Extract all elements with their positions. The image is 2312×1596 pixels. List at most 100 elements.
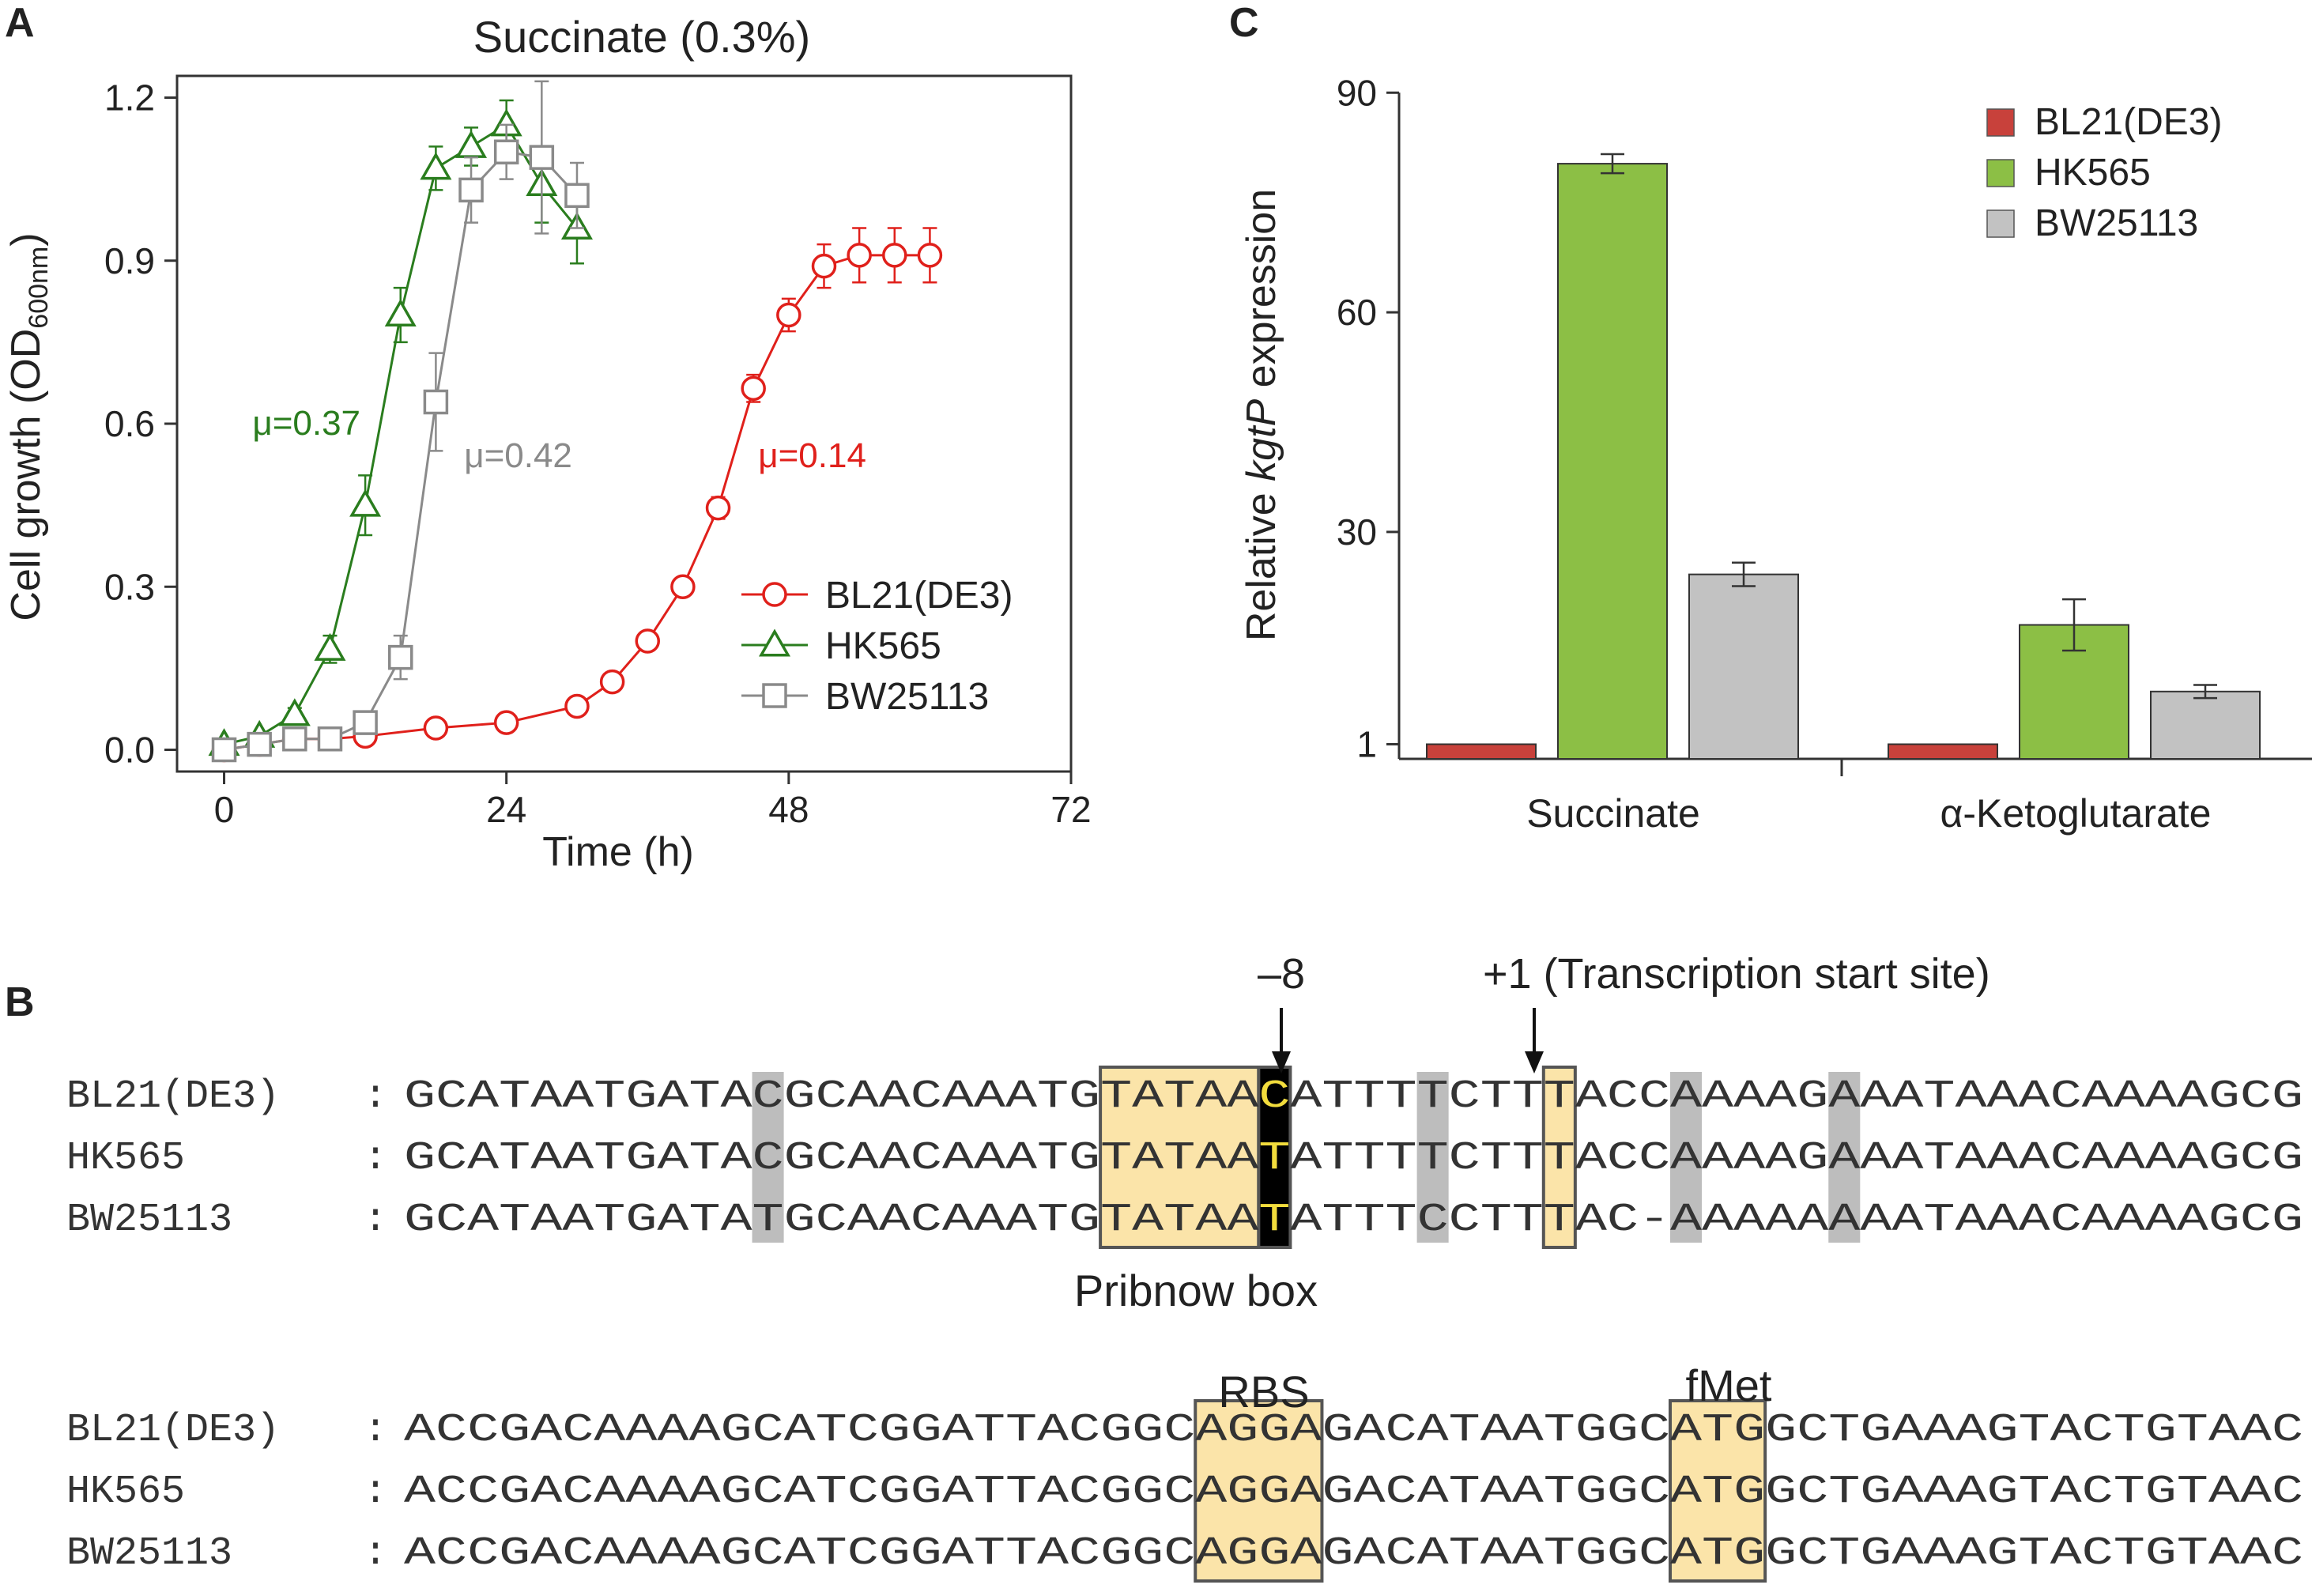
series-bl21-de3--point xyxy=(776,302,801,328)
panel-letter-c: C xyxy=(1229,0,1259,46)
chart-a-x-tick-label: 48 xyxy=(768,789,809,830)
bar-bw25113 xyxy=(1688,573,1799,760)
alignment-promoter-hk565-separator: : xyxy=(364,1136,387,1181)
growth-curve-chart: Succinate (0.3%) 0 24 48 720.00.30.60.91.2 … xyxy=(3,12,1092,875)
series-hk565-point xyxy=(384,298,417,326)
minus8-position-highlight xyxy=(1257,1066,1292,1249)
chart-a-y-tick-label: 0.0 xyxy=(104,730,155,771)
alignment-promoter-bw25113-minus8-base: T xyxy=(1258,1198,1290,1243)
series-bl21-de3--point xyxy=(599,669,625,695)
alignment-promoter-bl21-de3--separator: : xyxy=(364,1074,387,1119)
series-bw25113-point xyxy=(458,177,484,203)
variant-highlight xyxy=(1670,1072,1703,1243)
series-bw25113-point xyxy=(423,389,449,415)
series-hk565-point xyxy=(420,152,452,180)
chart-a-y-tick-label: 0.3 xyxy=(104,566,155,607)
alignment-promoter-hk565-minus8-base: T xyxy=(1258,1136,1290,1181)
legend-c-hk565-label: HK565 xyxy=(2035,152,2151,194)
alignment-promoter-bl21-de3--strain-label: BL21(DE3) xyxy=(66,1074,280,1119)
chart-a-xlabel: Time (h) xyxy=(542,829,694,875)
tss-label: +1 (Transcription start site) xyxy=(1483,950,1990,998)
chart-a-growth-rate-label: μ=0.14 xyxy=(758,436,866,475)
rbs-highlight xyxy=(1194,1399,1324,1583)
chart-a-growth-rate-label: μ=0.42 xyxy=(464,436,572,475)
series-hk565-point xyxy=(349,489,382,517)
minus8-arrowhead xyxy=(1272,1051,1291,1073)
alignment-promoter-bw25113-sequence: GCATAATGATATGCAACAAATGTATAATATTTCCTTTAC-… xyxy=(404,1198,2303,1243)
minus8-label: –8 xyxy=(1258,950,1305,998)
legend-c-bl21-de3--swatch xyxy=(1986,108,2015,137)
series-bl21-de3--line xyxy=(224,254,930,751)
chart-a-y-tick-label: 0.6 xyxy=(104,403,155,444)
legend-c-bl21-de3--label: BL21(DE3) xyxy=(2035,101,2222,143)
chart-a-y-tick-label: 0.9 xyxy=(104,240,155,281)
series-bl21-de3--point xyxy=(423,715,449,741)
alignment-promoter-bl21-de3--minus8-base: C xyxy=(1258,1074,1290,1119)
variant-highlight xyxy=(1416,1072,1449,1243)
chart-a-y-tick-label: 1.2 xyxy=(104,77,155,119)
series-bw25113-point xyxy=(211,737,237,763)
series-bl21-de3--point xyxy=(564,693,590,719)
expression-bar-chart: 1 30 60 90 Succinate α-Ketoglutarate BL21(DE3… xyxy=(1239,72,2312,836)
bar-bw25113 xyxy=(2150,690,2261,760)
alignment-rbs-bw25113-strain-label: BW25113 xyxy=(66,1531,232,1576)
chart-a-growth-rate-label: μ=0.37 xyxy=(252,404,360,443)
variant-highlight xyxy=(752,1072,784,1243)
alignment-promoter-bl21-de3--sequence: GCATAATGATACGCAACAAATGTATAACATTTTCTTTACC… xyxy=(404,1074,2303,1119)
series-bl21-de3--point xyxy=(811,253,837,279)
series-bl21-de3--point xyxy=(670,574,696,599)
pribnow-box-label: Pribnow box xyxy=(1074,1266,1318,1315)
panel-letter-b: B xyxy=(5,979,35,1025)
chart-c-category-label: α-Ketoglutarate xyxy=(1940,791,2212,836)
alignment-promoter-bw25113-strain-label: BW25113 xyxy=(66,1198,232,1243)
series-bl21-de3--point xyxy=(741,375,766,402)
alignment-rbs-hk565-separator: : xyxy=(364,1470,387,1515)
bar-bl21-de3- xyxy=(1888,743,1998,760)
alignment-rbs-bl21-de3--strain-label: BL21(DE3) xyxy=(66,1408,280,1453)
alignment-promoter-hk565-strain-label: HK565 xyxy=(66,1136,185,1181)
chart-c-ylabel-prefix: Relative xyxy=(1239,481,1284,641)
series-bl21-de3--point xyxy=(847,243,872,268)
series-bl21-de3--point xyxy=(493,710,519,735)
start-codon-highlight xyxy=(1669,1399,1767,1583)
chart-a-ylabel-main: Cell growth (OD xyxy=(3,329,49,621)
fmet-label: fMet xyxy=(1686,1360,1772,1410)
series-bw25113-point xyxy=(388,644,413,670)
series-bw25113-point xyxy=(529,145,555,170)
legend-a-hk565-swatch-marker xyxy=(758,628,791,657)
alignment-rbs-hk565-sequence: ACCGACAAAAGCATCGGATTACGGCAGGAGACATAATGGC… xyxy=(404,1470,2303,1515)
chart-a-x-tick-label: 24 xyxy=(486,789,526,830)
legend-c-bw25113-swatch xyxy=(1986,209,2015,238)
legend-c-hk565-swatch xyxy=(1986,159,2015,187)
chart-c-category-label: Succinate xyxy=(1526,791,1700,836)
panel-letter-a: A xyxy=(5,0,35,46)
series-hk565-point xyxy=(314,632,346,661)
legend-c-bw25113-label: BW25113 xyxy=(2035,202,2198,244)
chart-c-y-tick-label: 30 xyxy=(1337,511,1377,553)
series-bw25113-point xyxy=(353,710,378,735)
chart-a-x-tick-label: 0 xyxy=(214,789,235,830)
alignment-rbs-bw25113-separator: : xyxy=(364,1531,387,1576)
tss-position-highlight xyxy=(1541,1066,1577,1249)
alignment-promoter-hk565-sequence: GCATAATGATACGCAACAAATGTATAATATTTTCTTTACC… xyxy=(404,1136,2303,1181)
chart-c-y-tick-label: 90 xyxy=(1337,72,1377,113)
chart-a-ylabel: Cell growth (OD600nm) xyxy=(3,232,54,621)
series-bl21-de3--point xyxy=(705,495,731,521)
chart-c-y-tick-label: 60 xyxy=(1337,292,1377,333)
series-bl21-de3--point xyxy=(917,243,943,268)
series-bw25113-point xyxy=(247,731,272,757)
chart-a-title: Succinate (0.3%) xyxy=(473,12,810,62)
tss-arrowhead xyxy=(1525,1051,1544,1073)
bar-hk565 xyxy=(1557,163,1668,760)
legend-a-bw25113-swatch-marker xyxy=(762,683,787,708)
series-bl21-de3--point xyxy=(882,243,907,268)
alignment-promoter-bw25113-separator: : xyxy=(364,1198,387,1243)
chart-c-ylabel-gene: kgtP xyxy=(1239,398,1284,481)
chart-a-x-tick-label: 72 xyxy=(1050,789,1091,830)
alignment-rbs-hk565-strain-label: HK565 xyxy=(66,1470,185,1515)
series-bw25113-point xyxy=(564,183,590,208)
series-bw25113-point xyxy=(493,139,519,164)
chart-c-ylabel: Relative kgtP expression xyxy=(1239,189,1284,641)
rbs-label: RBS xyxy=(1218,1367,1309,1417)
